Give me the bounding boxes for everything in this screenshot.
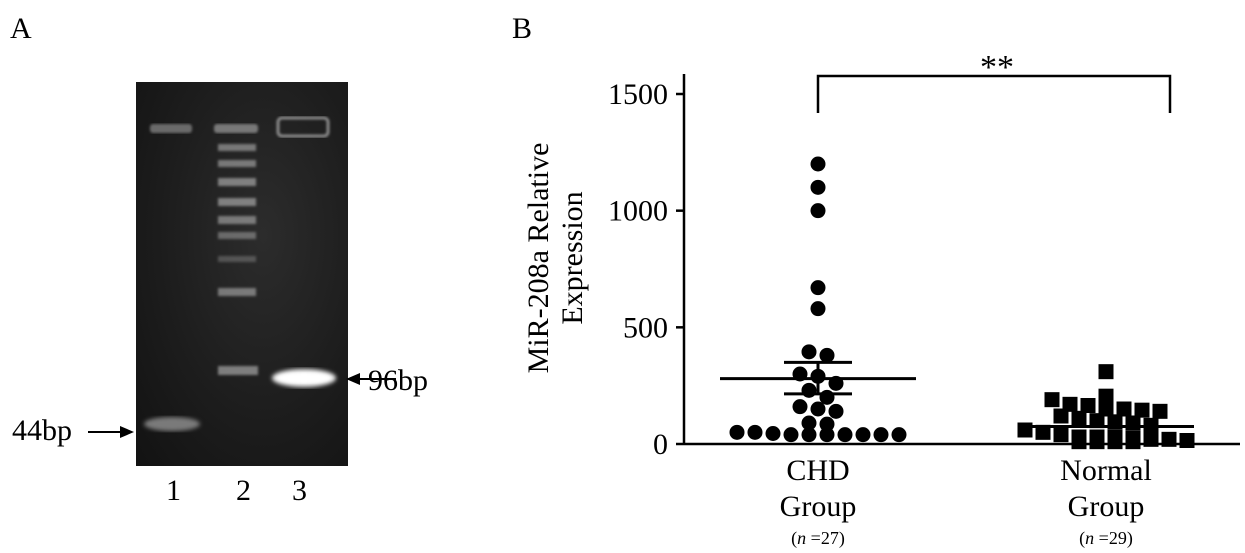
panel-b-label: B	[512, 12, 533, 45]
chd-data-point	[747, 424, 763, 440]
chd-data-point	[810, 280, 826, 296]
normal-data-point	[1098, 401, 1114, 417]
y-tick-label-500: 500	[623, 311, 668, 344]
group-label-normal-line2: Group	[1068, 490, 1145, 523]
normal-data-point	[1161, 431, 1177, 447]
chd-data-point	[873, 427, 889, 443]
significance-marker: **	[980, 49, 1014, 86]
y-tick-label-1000: 1000	[608, 195, 668, 228]
well-lane-2	[214, 124, 258, 133]
group-label-normal-line1: Normal	[1060, 454, 1152, 487]
chd-data-point	[783, 427, 799, 443]
normal-data-point	[1053, 408, 1069, 424]
normal-data-point	[1143, 431, 1159, 447]
y-tick-label-1500: 1500	[608, 78, 668, 111]
chd-data-point	[801, 427, 817, 443]
gel-bands	[144, 116, 336, 431]
normal-data-point	[1116, 401, 1132, 417]
chd-data-point	[765, 426, 781, 441]
y-axis-label-line1: MiR-208a Relative	[522, 143, 555, 374]
band-44bp	[144, 417, 200, 431]
normal-data-point	[1044, 392, 1060, 408]
chd-data-point	[837, 427, 853, 443]
y-tick-label-0: 0	[653, 428, 668, 461]
chd-data-point	[855, 427, 871, 443]
chd-data-point	[801, 344, 817, 360]
normal-data-point	[1080, 398, 1096, 413]
lane-label-1: 1	[166, 474, 181, 507]
arrow-96bp	[346, 373, 396, 385]
group-label-chd-line1: CHD	[786, 454, 849, 487]
normal-data-point	[1062, 396, 1078, 412]
lane-label-3: 3	[292, 474, 307, 507]
chd-data-point	[810, 203, 826, 219]
gel-image	[136, 82, 348, 466]
chd-data-point	[819, 427, 835, 443]
panel-a-label: A	[10, 12, 32, 45]
y-axis-label-line2: Expression	[556, 191, 589, 324]
group-n-normal: (n =29)	[1079, 528, 1133, 549]
band-label-44bp: 44bp	[12, 414, 72, 447]
chd-data-point	[891, 427, 907, 443]
normal-data-point	[1098, 364, 1114, 380]
normal-data-point	[1107, 434, 1123, 450]
normal-data-point	[1053, 427, 1069, 443]
chd-data-point	[810, 156, 826, 172]
normal-data-point	[1152, 403, 1168, 419]
chd-data-point	[819, 416, 835, 432]
lane-label-2: 2	[236, 474, 251, 507]
arrow-44bp	[88, 426, 134, 438]
normal-data-point	[1179, 433, 1195, 448]
group-label-chd-line2: Group	[780, 490, 857, 523]
group-n-chd: (n =27)	[791, 528, 845, 549]
significance-bracket	[816, 74, 1172, 113]
well-lane-3	[276, 116, 330, 138]
chd-data-point	[729, 424, 745, 440]
normal-data-point	[1134, 402, 1150, 418]
chd-data-point	[810, 401, 826, 417]
normal-data-point	[1089, 413, 1105, 429]
chd-data-point	[801, 415, 817, 431]
chd-data-point	[810, 179, 826, 195]
normal-data-point	[1089, 434, 1105, 450]
chd-data-point	[801, 382, 817, 398]
chd-data-point	[828, 403, 844, 419]
normal-data-point	[1071, 410, 1087, 426]
normal-data-point	[1035, 424, 1051, 440]
normal-data-point	[1098, 388, 1114, 404]
chd-data-point	[819, 347, 835, 363]
band-label-96bp: 96bp	[368, 364, 428, 397]
ladder-bands	[218, 144, 258, 375]
normal-data-point	[1017, 422, 1033, 438]
chd-data-point	[810, 301, 826, 317]
well-lane-1	[150, 124, 192, 133]
normal-data-point	[1125, 434, 1141, 450]
chd-data-point	[792, 399, 808, 415]
normal-data-point	[1071, 434, 1087, 450]
normal-data-point	[1125, 415, 1141, 431]
